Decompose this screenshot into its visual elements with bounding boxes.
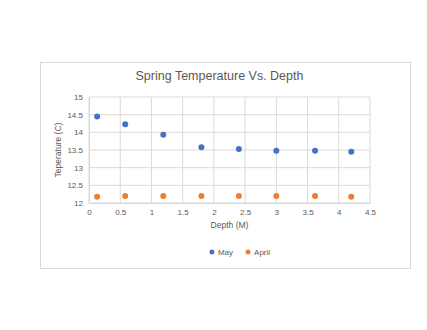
tick: 1 <box>150 203 155 217</box>
x-axis-label: Depth (M) <box>211 220 249 230</box>
tick: 0.5 <box>115 203 127 217</box>
tick: 0 <box>87 203 92 217</box>
legend-marker <box>209 250 214 255</box>
point <box>122 193 128 199</box>
plot-area <box>94 113 354 199</box>
tick-label: 13 <box>74 164 83 173</box>
tick-label: 14 <box>74 128 83 137</box>
x-axis: 0 0.5 1 1.5 2 2.5 3 3.5 4 4.5 <box>87 203 376 217</box>
tick-label: 14.5 <box>67 111 83 120</box>
tick-label: 12 <box>74 199 83 208</box>
grid-line <box>89 97 370 98</box>
point <box>312 193 318 199</box>
grid-line <box>89 97 90 203</box>
grid-line <box>89 185 370 186</box>
tick-label: 3.5 <box>302 208 314 217</box>
tick: 15 <box>74 93 89 102</box>
point <box>273 193 279 199</box>
legend-label: April <box>254 248 270 257</box>
tick: 12.5 <box>67 181 89 190</box>
legend-label: May <box>218 248 233 257</box>
grid-line <box>89 167 370 168</box>
point <box>236 193 242 199</box>
tick-label: 4.5 <box>365 208 377 217</box>
grid-line <box>151 97 152 203</box>
grid-line <box>182 97 183 203</box>
tick-label: 3 <box>275 208 280 217</box>
grid-line <box>213 97 214 203</box>
tick: 3 <box>275 203 280 217</box>
tick-label: 0 <box>87 208 92 217</box>
tick: 12 <box>74 199 89 208</box>
point <box>198 144 204 150</box>
point <box>160 193 166 199</box>
tick-label: 1 <box>150 208 155 217</box>
tick-label: 4 <box>337 208 342 217</box>
grid-line <box>89 132 370 133</box>
point <box>198 193 204 199</box>
point <box>273 148 279 154</box>
tick: 14 <box>74 128 89 137</box>
tick-label: 2.5 <box>240 208 252 217</box>
tick: 13 <box>74 164 89 173</box>
legend-item: May <box>209 248 233 257</box>
point <box>122 121 128 127</box>
tick: 2 <box>212 203 217 217</box>
grid-line <box>307 97 308 203</box>
title: Spring Temperature Vs. Depth <box>136 69 304 83</box>
tick-label: 1.5 <box>178 208 190 217</box>
tick: 1.5 <box>178 203 190 217</box>
legend: May April <box>209 248 270 257</box>
tick: 13.5 <box>67 146 89 155</box>
chart: 0 0.5 1 1.5 2 2.5 3 3.5 4 4.5 12 12.5 13 13.5 14 14.5 15… <box>0 0 427 330</box>
tick: 2.5 <box>240 203 252 217</box>
series <box>94 193 354 200</box>
tick: 4 <box>337 203 342 217</box>
grid-line <box>370 97 371 203</box>
grid-line <box>338 97 339 203</box>
point <box>348 149 354 155</box>
tick-label: 13.5 <box>67 146 83 155</box>
legend-item: April <box>246 248 271 257</box>
point <box>94 113 100 119</box>
grid <box>89 97 370 203</box>
grid-line <box>120 97 121 203</box>
tick: 3.5 <box>302 203 314 217</box>
tick: 14.5 <box>67 111 89 120</box>
point <box>236 146 242 152</box>
point <box>94 194 100 200</box>
axis-line <box>89 98 90 204</box>
point <box>312 148 318 154</box>
tick: 4.5 <box>365 203 377 217</box>
grid-line <box>89 203 370 204</box>
legend-marker <box>246 250 251 255</box>
chart-border <box>41 63 411 269</box>
series <box>94 113 354 154</box>
grid-line <box>89 114 370 115</box>
tick-label: 12.5 <box>67 181 83 190</box>
grid-line <box>89 150 370 151</box>
point <box>160 132 166 138</box>
tick-label: 0.5 <box>115 208 127 217</box>
axis-line <box>90 203 371 204</box>
point <box>348 194 354 200</box>
y-axis-label: Teperature (C) <box>53 122 63 177</box>
y-axis: 12 12.5 13 13.5 14 14.5 15 <box>67 93 89 208</box>
grid-line <box>245 97 246 203</box>
tick-label: 15 <box>74 93 83 102</box>
tick-label: 2 <box>212 208 217 217</box>
